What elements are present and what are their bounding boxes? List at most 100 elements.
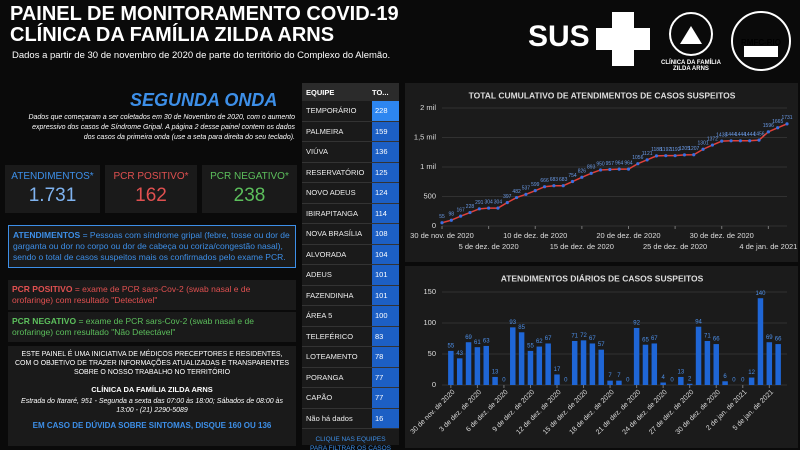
definition-term: PCR NEGATIVO xyxy=(12,316,77,326)
data-label: 599 xyxy=(531,182,540,188)
data-label: 17 xyxy=(554,367,561,373)
point xyxy=(673,154,677,158)
team-total[interactable]: 136 xyxy=(372,142,399,162)
data-label: 98 xyxy=(449,212,455,218)
team-name[interactable]: FAZENDINHA xyxy=(306,290,354,300)
team-name[interactable]: ALVORADA xyxy=(306,249,347,259)
team-name[interactable]: IBIRAPITANGA xyxy=(306,208,358,218)
kpi-value: 1.731 xyxy=(28,185,77,206)
bar xyxy=(580,340,587,385)
team-total[interactable]: 101 xyxy=(372,265,399,285)
data-label: 0 xyxy=(502,378,506,384)
team-total[interactable]: 125 xyxy=(372,162,399,182)
data-label: 1596 xyxy=(763,123,774,129)
data-label: 55 xyxy=(527,343,534,349)
point xyxy=(776,126,780,130)
bar xyxy=(748,377,755,385)
data-label: 0 xyxy=(564,378,568,384)
team-total[interactable]: 159 xyxy=(372,121,399,141)
kpi-label: PCR POSITIVO* xyxy=(113,171,189,182)
team-total[interactable]: 16 xyxy=(372,408,399,428)
data-label: 65 xyxy=(642,337,649,343)
team-total[interactable]: 108 xyxy=(372,224,399,244)
data-label: 93 xyxy=(509,320,516,326)
column-header[interactable]: EQUIPE xyxy=(306,87,335,97)
team-total[interactable]: 100 xyxy=(372,306,399,326)
point xyxy=(561,184,565,188)
team-name[interactable]: TEMPORÁRIO xyxy=(306,106,357,116)
bar xyxy=(448,350,454,385)
point xyxy=(701,147,705,151)
data-label: 228 xyxy=(466,204,475,210)
definition-term: PCR POSITIVO xyxy=(12,284,73,294)
data-label: 1192 xyxy=(670,147,681,153)
team-name[interactable]: TELEFÉRICO xyxy=(306,331,354,341)
team-total[interactable]: 77 xyxy=(372,388,399,408)
chart-title: TOTAL CUMULATIVO DE ATENDIMENTOS DE CASO… xyxy=(469,90,736,100)
table-row[interactable]: FAZENDINHA 101 xyxy=(302,285,399,306)
team-total[interactable]: 83 xyxy=(372,326,399,346)
bar xyxy=(766,342,773,385)
table-row[interactable]: CAPÃO 77 xyxy=(302,388,399,409)
team-name[interactable]: ADEUS xyxy=(306,270,332,280)
rmfc-logo-text: RMFC-RIO xyxy=(741,38,781,47)
table-row[interactable]: Não há dados 16 xyxy=(302,408,399,429)
team-name[interactable]: NOVA BRASÍLIA xyxy=(306,229,363,239)
clinic-name: CLÍNICA DA FAMÍLIA ZILDA ARNS xyxy=(91,385,213,394)
data-label: 7 xyxy=(608,373,612,379)
table-row[interactable]: NOVO ADEUS 124 xyxy=(302,183,399,204)
point xyxy=(757,138,761,142)
team-name[interactable]: RESERVATÓRIO xyxy=(306,167,365,177)
data-label: 43 xyxy=(456,351,463,357)
table-row[interactable]: PORANGA 77 xyxy=(302,367,399,388)
team-total[interactable]: 78 xyxy=(372,347,399,367)
team-name[interactable]: PORANGA xyxy=(306,372,344,382)
kpi-card: PCR POSITIVO* 162 xyxy=(105,165,197,213)
data-label: 62 xyxy=(536,339,543,345)
table-row[interactable]: VIÚVA 136 xyxy=(302,142,399,163)
data-label: 71 xyxy=(704,334,711,340)
team-name[interactable]: Não há dados xyxy=(306,413,353,423)
data-label: 6 xyxy=(723,374,727,380)
table-row[interactable]: RESERVATÓRIO 125 xyxy=(302,162,399,183)
team-total[interactable]: 228 xyxy=(372,101,399,121)
table-row[interactable]: PALMEIRA 159 xyxy=(302,121,399,142)
team-total[interactable]: 77 xyxy=(372,367,399,387)
team-name[interactable]: ÁREA 5 xyxy=(306,311,333,321)
data-label: 72 xyxy=(580,333,587,339)
team-name[interactable]: CAPÃO xyxy=(306,393,333,403)
data-label: 957 xyxy=(606,161,615,167)
team-total[interactable]: 124 xyxy=(372,183,399,203)
data-label: 826 xyxy=(578,169,587,175)
table-row[interactable]: ADEUS 101 xyxy=(302,265,399,286)
data-label: 0 xyxy=(732,378,736,384)
team-name[interactable]: VIÚVA xyxy=(306,147,328,157)
table-row[interactable]: LOTEAMENTO 78 xyxy=(302,347,399,368)
table-row[interactable]: NOVA BRASÍLIA 108 xyxy=(302,224,399,245)
point xyxy=(608,167,612,172)
clinic-logo-icon xyxy=(669,12,713,56)
team-name[interactable]: NOVO ADEUS xyxy=(306,188,356,198)
y-tick-label: 100 xyxy=(423,318,436,327)
x-tick-label: 5 de dez. de 2020 xyxy=(459,242,519,251)
team-total[interactable]: 104 xyxy=(372,244,399,264)
data-label: 57 xyxy=(598,342,605,348)
bar xyxy=(456,358,463,385)
bar xyxy=(704,340,711,385)
column-header[interactable]: TO... xyxy=(372,87,389,97)
y-tick-label: 50 xyxy=(428,349,436,358)
y-tick-label: 0 xyxy=(432,380,436,389)
table-row[interactable]: ALVORADA 104 xyxy=(302,244,399,265)
data-label: 304 xyxy=(494,199,503,205)
definition: ATENDIMENTOS = Pessoas com síndrome grip… xyxy=(8,225,296,268)
table-row[interactable]: TEMPORÁRIO 228 xyxy=(302,101,399,122)
data-label: 893 xyxy=(587,165,596,171)
team-total[interactable]: 101 xyxy=(372,285,399,305)
team-total[interactable]: 114 xyxy=(372,203,399,223)
team-name[interactable]: PALMEIRA xyxy=(306,126,344,136)
table-row[interactable]: ÁREA 5 100 xyxy=(302,306,399,327)
team-name[interactable]: LOTEAMENTO xyxy=(306,352,358,362)
table-row[interactable]: IBIRAPITANGA 114 xyxy=(302,203,399,224)
table-row[interactable]: TELEFÉRICO 83 xyxy=(302,326,399,347)
